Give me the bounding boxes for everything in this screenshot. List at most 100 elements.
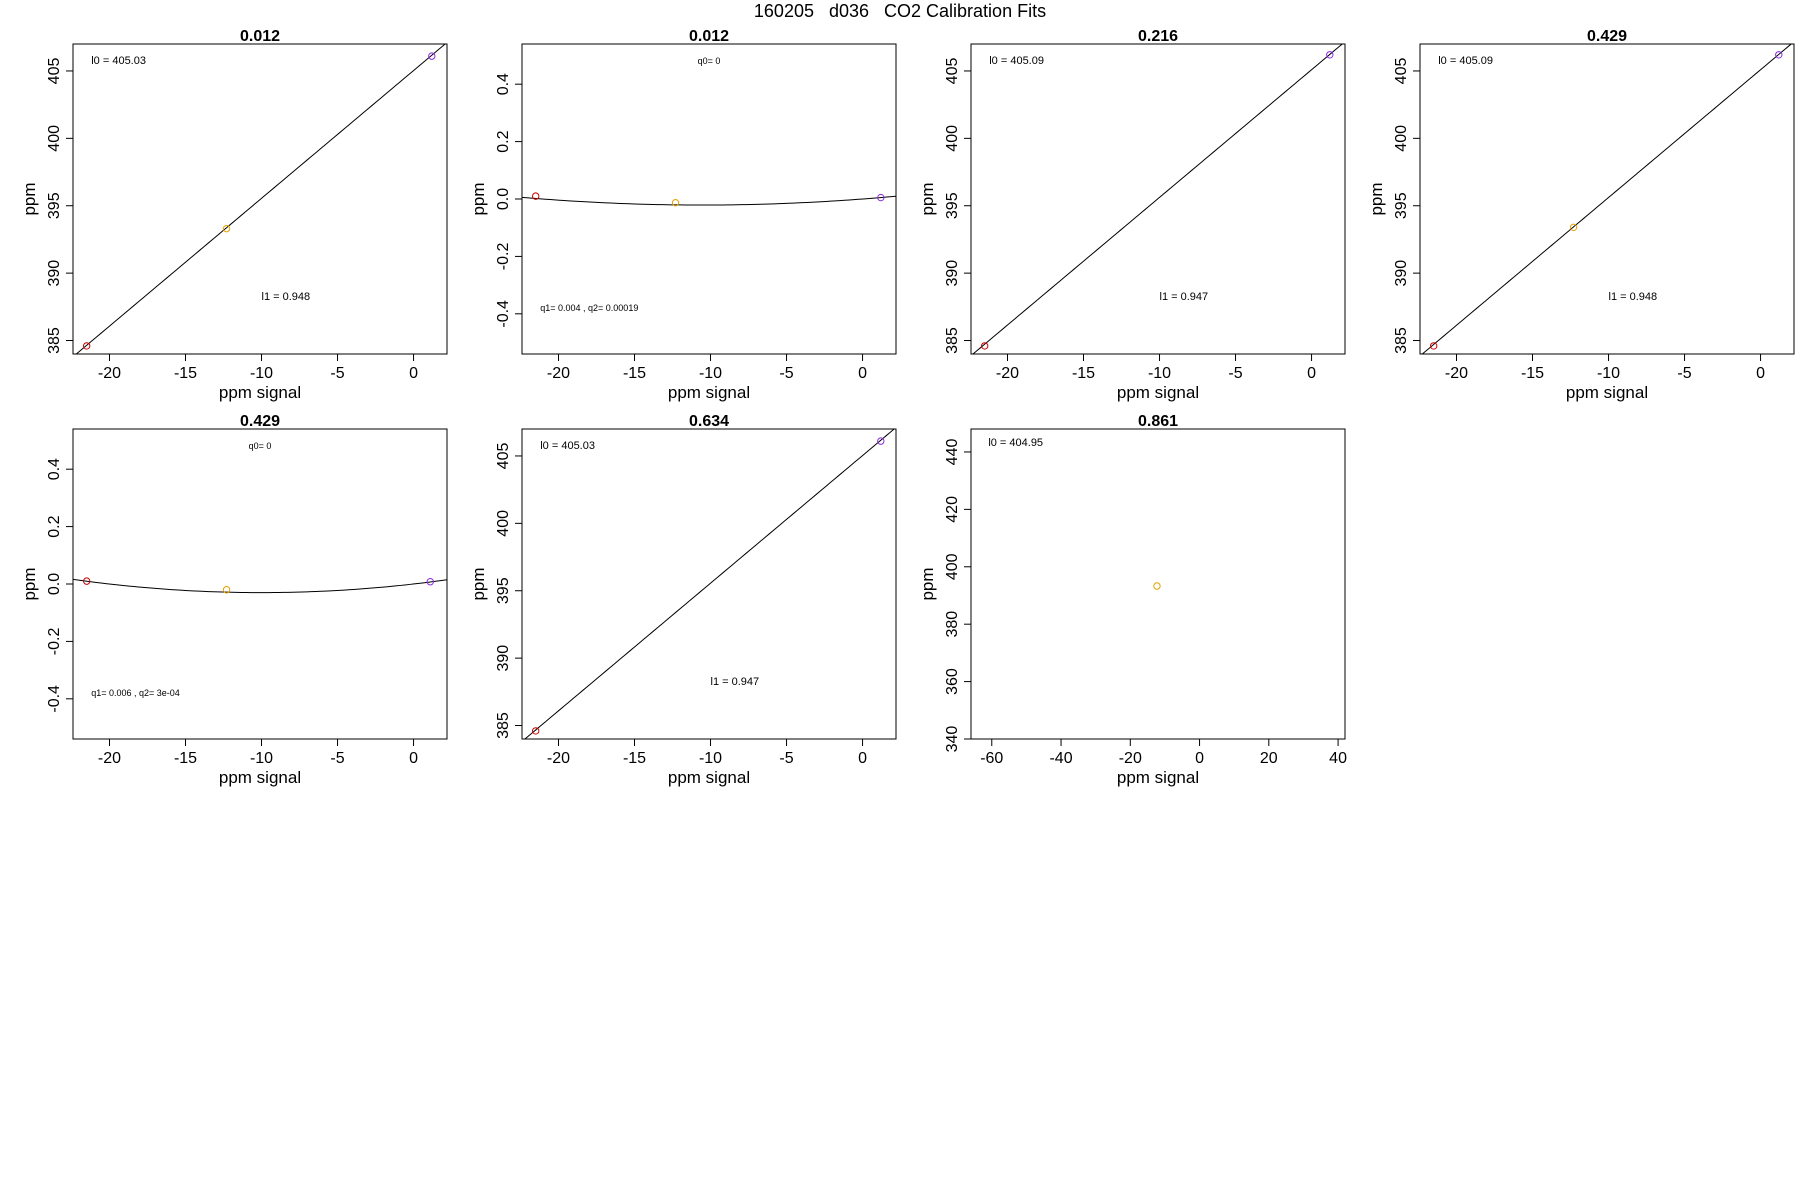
data-point <box>1153 582 1161 590</box>
data-point <box>1429 342 1438 350</box>
x-tick-label: 0 <box>858 750 867 767</box>
x-tick-label: -10 <box>699 365 722 382</box>
x-tick-label: -15 <box>623 750 646 767</box>
y-tick-label: 395 <box>495 577 512 604</box>
fit-annotation: l1 = 0.947 <box>711 676 760 688</box>
y-tick-label: 0.4 <box>495 73 512 95</box>
y-tick-label: 440 <box>944 439 961 466</box>
fit-annotation: l1 = 0.948 <box>1609 291 1658 303</box>
y-axis-label: ppm <box>918 567 937 600</box>
data-point <box>531 192 540 200</box>
x-tick-label: 20 <box>1260 750 1278 767</box>
y-tick-label: 340 <box>944 726 961 753</box>
chart-panel-5: 0.429 -20 -15 -10 -5 0 -0.4 -0.2 0.0 0.2 0.4 ppm si… <box>20 413 448 787</box>
y-tick-label: 405 <box>495 443 512 470</box>
plot-frame <box>72 43 448 355</box>
data-point <box>877 437 885 445</box>
y-axis-label: ppm <box>469 567 488 600</box>
x-tick-label: -15 <box>623 365 646 382</box>
y-tick-label: 0.4 <box>46 458 63 480</box>
panel-title: 0.429 <box>240 413 280 430</box>
x-tick-label: -5 <box>779 750 793 767</box>
fit-annotation: q1= 0.004 , q2= 0.00019 <box>540 303 638 313</box>
data-point <box>82 577 91 585</box>
y-axis-label: ppm <box>469 182 488 215</box>
data-point <box>531 727 540 735</box>
fit-annotation: l0 = 405.09 <box>1438 55 1493 67</box>
x-tick-label: -5 <box>1677 365 1691 382</box>
data-point <box>222 224 231 233</box>
y-tick-label: 405 <box>944 58 961 85</box>
fit-line <box>522 195 896 206</box>
y-tick-label: 390 <box>495 645 512 672</box>
x-tick-label: -15 <box>1072 365 1095 382</box>
fit-annotation: l0 = 405.03 <box>540 440 595 452</box>
y-tick-label: 420 <box>944 496 961 523</box>
panel-title: 0.012 <box>689 28 729 45</box>
y-axis-label: ppm <box>20 182 39 215</box>
x-tick-label: -20 <box>1119 750 1142 767</box>
y-tick-label: -0.4 <box>46 685 63 713</box>
fit-line <box>75 44 446 354</box>
data-point <box>222 586 231 594</box>
y-axis-label: ppm <box>20 567 39 600</box>
plot-frame <box>970 428 1346 740</box>
y-tick-label: 0.0 <box>495 188 512 210</box>
fit-annotation: q1= 0.006 , q2= 3e-04 <box>91 688 180 698</box>
y-tick-label: 400 <box>944 125 961 152</box>
fit-annotation: l0 = 404.95 <box>988 437 1043 449</box>
panel-title: 0.216 <box>1138 28 1178 45</box>
y-tick-label: 390 <box>944 260 961 287</box>
x-axis-label: ppm signal <box>668 383 750 402</box>
x-axis-label: ppm signal <box>1117 383 1199 402</box>
y-tick-label: 380 <box>944 611 961 638</box>
y-tick-label: 400 <box>944 553 961 580</box>
x-tick-label: 0 <box>409 365 418 382</box>
x-axis-label: ppm signal <box>219 768 301 787</box>
plot-frame <box>1419 43 1795 355</box>
x-tick-label: 0 <box>1756 365 1765 382</box>
y-tick-label: 0.2 <box>495 130 512 152</box>
fit-annotation: l1 = 0.947 <box>1160 291 1209 303</box>
chart-panel-1: 0.012 -20 -15 -10 -5 0 385 390 395 400 405 ppm sign… <box>20 28 448 402</box>
x-tick-label: -5 <box>330 365 344 382</box>
y-tick-label: 400 <box>1393 125 1410 152</box>
x-tick-label: 0 <box>1307 365 1316 382</box>
x-tick-label: -15 <box>174 365 197 382</box>
panel-title: 0.012 <box>240 28 280 45</box>
x-tick-label: -60 <box>980 750 1003 767</box>
data-point <box>877 193 885 202</box>
x-axis-label: ppm signal <box>1117 768 1199 787</box>
fit-line <box>524 429 895 739</box>
x-tick-label: -5 <box>1228 365 1242 382</box>
data-point <box>1326 51 1334 59</box>
x-tick-label: -10 <box>1597 365 1620 382</box>
panel-title: 0.429 <box>1587 28 1627 45</box>
panel-title: 0.634 <box>689 413 729 430</box>
x-tick-label: -15 <box>1521 365 1544 382</box>
plot-frame <box>521 428 897 740</box>
x-tick-label: -20 <box>996 365 1019 382</box>
y-tick-label: 385 <box>46 327 63 354</box>
data-point <box>1569 223 1578 232</box>
plot-frame <box>970 43 1346 355</box>
data-point <box>428 52 436 60</box>
data-point <box>671 199 680 207</box>
x-tick-label: 0 <box>409 750 418 767</box>
y-tick-label: 360 <box>944 668 961 695</box>
y-tick-label: 400 <box>495 510 512 537</box>
y-tick-label: -0.2 <box>46 628 63 656</box>
data-point <box>980 342 989 350</box>
y-tick-label: -0.4 <box>495 300 512 328</box>
y-tick-label: 390 <box>46 260 63 287</box>
x-tick-label: -5 <box>330 750 344 767</box>
y-axis-label: ppm <box>1367 182 1386 215</box>
x-tick-label: -40 <box>1049 750 1072 767</box>
fit-annotation: l0 = 405.09 <box>989 55 1044 67</box>
panel-title: 0.861 <box>1138 413 1178 430</box>
y-tick-label: 395 <box>944 192 961 219</box>
y-tick-label: 395 <box>46 192 63 219</box>
y-tick-label: 385 <box>944 327 961 354</box>
x-axis-label: ppm signal <box>1566 383 1648 402</box>
